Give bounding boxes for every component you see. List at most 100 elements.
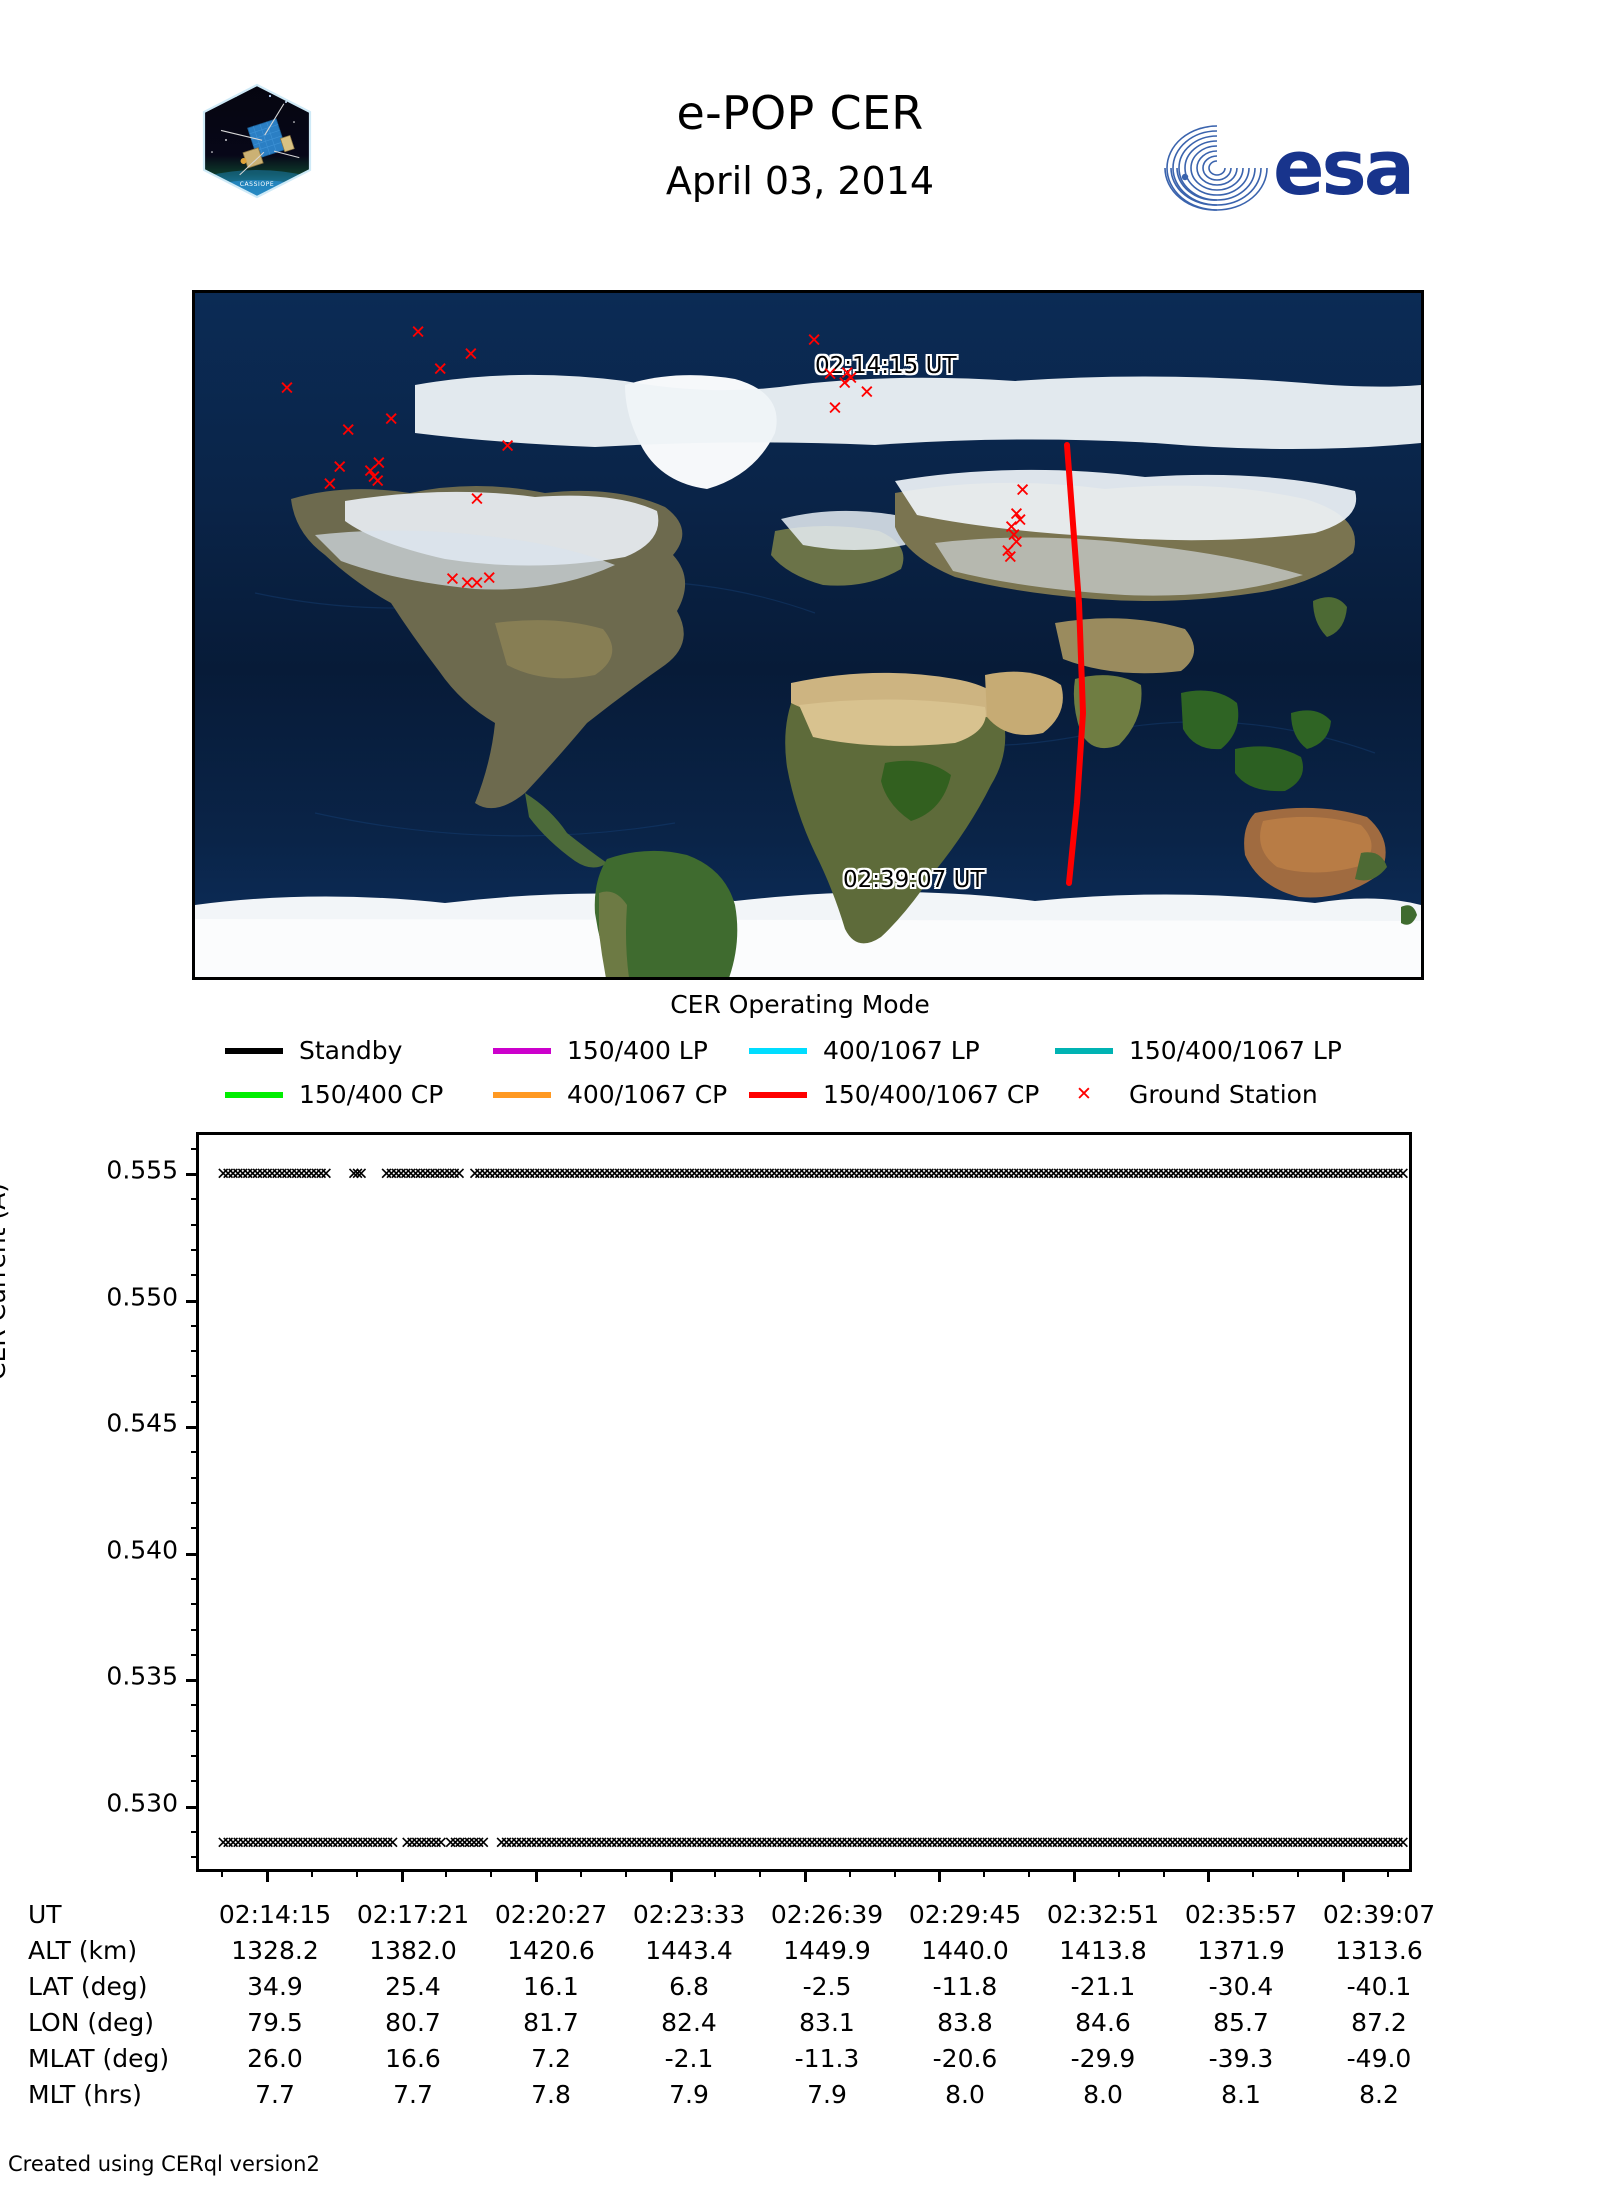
data-point: ✕ <box>779 1833 795 1854</box>
data-point: ✕ <box>1270 1833 1285 1854</box>
legend-item[interactable]: 150/400 CP <box>225 1080 443 1109</box>
data-point: ✕ <box>799 1833 815 1854</box>
data-point: ✕ <box>1016 1164 1031 1185</box>
data-point: ✕ <box>1240 1833 1255 1854</box>
data-point: ✕ <box>492 1164 507 1185</box>
data-point: ✕ <box>1256 1164 1271 1185</box>
cer-current-plot[interactable]: ✕ ✕ ✕ ✕ ✕ ✕ ✕ ✕ ✕ ✕ ✕ ✕ ✕ ✕ ✕ ✕ ✕ ✕ ✕ ✕ ✕ ✕ ✕ ✕ ✕ ✕ ✕ ✕ ✕ ✕ ✕ ✕ ✕ ✕ ✕ ✕ ✕ ✕ ✕ ✕… <box>186 1132 1412 1882</box>
data-point: ✕ <box>896 1164 912 1185</box>
data-point: ✕ <box>1296 1164 1311 1185</box>
data-point: ✕ <box>719 1833 734 1854</box>
data-point: ✕ <box>774 1833 790 1854</box>
data-point: ✕ <box>971 1164 986 1185</box>
data-point: ✕ <box>472 1164 487 1185</box>
data-point: ✕ <box>674 1833 689 1854</box>
data-point: ✕ <box>1325 1164 1341 1185</box>
legend-item[interactable]: 400/1067 LP <box>749 1036 980 1065</box>
data-point: ✕ <box>1340 1833 1355 1854</box>
page-title: e-POP CER <box>676 86 924 140</box>
ground-station-marker: ✕ <box>499 435 516 458</box>
data-point: ✕ <box>632 1164 647 1185</box>
ground-station-marker: ✕ <box>1012 509 1029 532</box>
data-point: ✕ <box>1271 1164 1286 1185</box>
table-cell: 1328.2 <box>231 1935 319 1965</box>
data-point: ✕ <box>1000 1833 1015 1854</box>
legend-item[interactable]: ✕ Ground Station <box>1055 1080 1318 1109</box>
data-point: ✕ <box>245 1833 261 1854</box>
legend-item[interactable]: 150/400/1067 CP <box>749 1080 1039 1109</box>
data-point: ✕ <box>1301 1164 1316 1185</box>
table-cell: 02:29:45 <box>908 1899 1022 1929</box>
data-point: ✕ <box>294 1164 309 1185</box>
data-point: ✕ <box>960 1833 975 1854</box>
data-point: ✕ <box>1130 1833 1145 1854</box>
data-point: ✕ <box>236 1833 251 1854</box>
legend-item[interactable]: 400/1067 CP <box>493 1080 727 1109</box>
y-axis-tick <box>186 1805 199 1809</box>
data-point: ✕ <box>502 1164 517 1185</box>
data-point: ✕ <box>707 1164 722 1185</box>
data-point: ✕ <box>340 1833 355 1854</box>
data-point: ✕ <box>466 1833 482 1854</box>
ground-station-marker: ✕ <box>321 473 338 496</box>
legend-color-swatch <box>749 1047 807 1054</box>
x-axis-tick <box>938 1869 942 1882</box>
data-point: ✕ <box>737 1164 752 1185</box>
data-point: ✕ <box>911 1164 927 1185</box>
legend-label: Standby <box>299 1036 403 1065</box>
data-point: ✕ <box>429 1833 444 1854</box>
data-point: ✕ <box>975 1833 990 1854</box>
orbit-parameters-table: UT 02:14:15 02:17:21 02:20:27 02:23:33 02:26:… <box>28 1896 1448 2112</box>
data-point: ✕ <box>1155 1833 1170 1854</box>
ground-station-marker: ✕ <box>999 540 1016 563</box>
page-date: April 03, 2014 <box>665 159 935 203</box>
data-point: ✕ <box>734 1833 749 1854</box>
data-point: ✕ <box>539 1833 554 1854</box>
data-point: ✕ <box>881 1164 897 1185</box>
data-point: ✕ <box>393 1164 409 1185</box>
data-point: ✕ <box>619 1833 634 1854</box>
data-point: ✕ <box>304 1164 319 1185</box>
legend-item[interactable]: Standby <box>225 1036 402 1065</box>
world-map-panel[interactable]: 02:14:15 UT 02:39:07 UT ✕ ✕ ✕ ✕ ✕ ✕ ✕ ✕ ✕ ✕ ✕ ✕ ✕ ✕ ✕ ✕… <box>192 290 1424 980</box>
data-point: ✕ <box>1251 1164 1266 1185</box>
svg-text:CASSIOPE: CASSIOPE <box>240 181 275 188</box>
data-point: ✕ <box>955 1833 970 1854</box>
table-row-label: LON (deg) <box>28 2007 154 2037</box>
data-point: ✕ <box>1151 1164 1166 1185</box>
table-cell: 7.9 <box>807 2079 847 2109</box>
data-point: ✕ <box>1035 1833 1050 1854</box>
data-point: ✕ <box>1225 1833 1240 1854</box>
y-axis-minor-tick <box>191 1755 199 1758</box>
data-point: ✕ <box>827 1164 842 1185</box>
data-point: ✕ <box>409 1833 424 1854</box>
data-point: ✕ <box>986 1164 1001 1185</box>
x-axis-minor-tick <box>983 1869 986 1877</box>
data-point: ✕ <box>697 1164 712 1185</box>
y-axis-minor-tick <box>191 1856 199 1859</box>
data-point: ✕ <box>230 1164 246 1185</box>
data-point: ✕ <box>1181 1164 1196 1185</box>
legend-item[interactable]: 150/400 LP <box>493 1036 708 1065</box>
legend-label: 400/1067 LP <box>823 1036 980 1065</box>
data-point: ✕ <box>559 1833 574 1854</box>
data-point: ✕ <box>885 1833 900 1854</box>
data-point: ✕ <box>647 1164 662 1185</box>
table-cell: 1413.8 <box>1059 1935 1147 1965</box>
data-point: ✕ <box>639 1833 654 1854</box>
legend-color-swatch <box>225 1091 283 1098</box>
data-point: ✕ <box>757 1164 772 1185</box>
data-point: ✕ <box>1091 1164 1106 1185</box>
x-axis-minor-tick <box>1162 1869 1165 1877</box>
data-point: ✕ <box>1350 1833 1365 1854</box>
data-point: ✕ <box>946 1164 961 1185</box>
data-point: ✕ <box>1180 1833 1195 1854</box>
orbit-start-label: 02:14:15 UT <box>815 353 957 379</box>
data-point: ✕ <box>305 1833 320 1854</box>
y-axis-minor-tick <box>191 1375 199 1378</box>
legend-item[interactable]: 150/400/1067 LP <box>1055 1036 1342 1065</box>
data-point: ✕ <box>437 1164 452 1185</box>
data-point: ✕ <box>1150 1833 1165 1854</box>
data-point: ✕ <box>579 1833 594 1854</box>
data-point: ✕ <box>1215 1833 1230 1854</box>
